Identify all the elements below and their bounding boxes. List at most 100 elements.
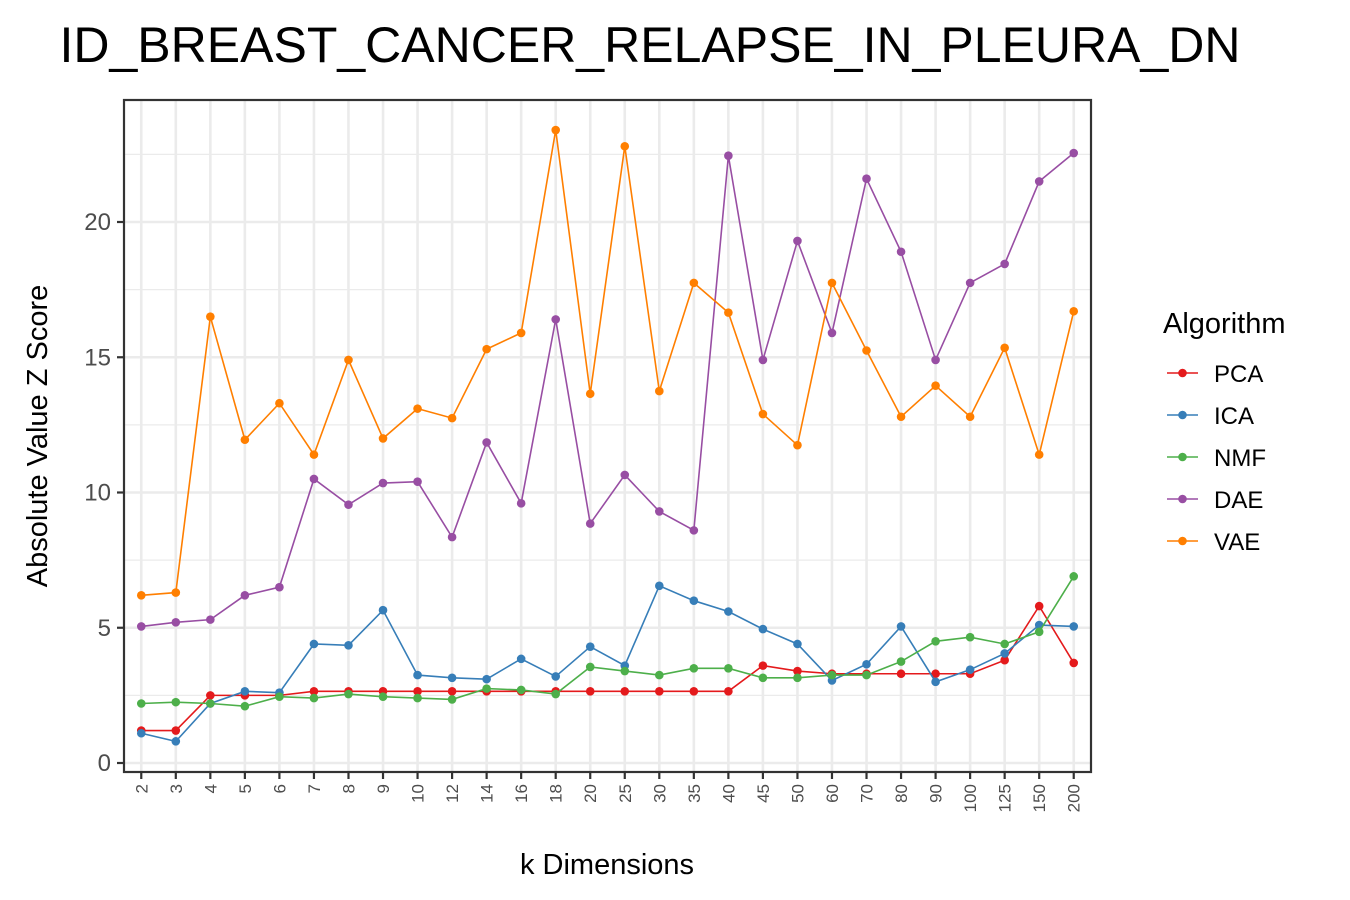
data-point-pca: [931, 669, 940, 679]
data-point-ica: [136, 728, 146, 738]
x-tick-label: 80: [892, 784, 911, 803]
x-tick-label: 16: [512, 784, 531, 803]
data-point-dae: [171, 618, 181, 627]
plot-border: [122, 98, 1093, 774]
x-tick-label: 70: [858, 784, 877, 803]
data-point-vae: [516, 328, 526, 338]
data-point-pca: [758, 661, 768, 670]
x-tick-label: 125: [996, 784, 1015, 812]
legend-label: VAE: [1214, 529, 1260, 556]
x-tick-label: 20: [581, 784, 600, 803]
data-point-vae: [551, 125, 560, 135]
data-point-ica: [551, 672, 560, 681]
data-point-dae: [758, 355, 768, 365]
legend-label: DAE: [1214, 487, 1263, 514]
data-point-ica: [447, 673, 457, 683]
data-point-vae: [275, 398, 284, 408]
data-point-ica: [585, 642, 595, 651]
data-point-nmf: [1069, 572, 1079, 581]
data-point-dae: [585, 519, 595, 528]
data-point-nmf: [758, 673, 768, 683]
data-point-ica: [896, 622, 906, 631]
data-point-pca: [171, 726, 181, 735]
data-point-ica: [344, 641, 353, 650]
data-point-dae: [862, 174, 871, 184]
legend-item-pca: PCA: [1167, 361, 1263, 388]
x-tick-label: 30: [650, 784, 669, 803]
x-tick-label: 6: [270, 784, 289, 793]
data-point-dae: [896, 247, 906, 257]
data-point-vae: [136, 590, 146, 600]
legend-label: PCA: [1214, 361, 1263, 388]
data-point-nmf: [551, 689, 560, 699]
series-vae: [136, 125, 1079, 600]
plot-panel: [124, 100, 1091, 772]
legend-item-dae: DAE: [1167, 487, 1263, 514]
data-point-ica: [1000, 649, 1009, 658]
data-point-vae: [793, 440, 802, 450]
legend-item-nmf: NMF: [1167, 445, 1266, 472]
data-point-ica: [655, 581, 664, 591]
data-point-pca: [447, 687, 457, 696]
data-point-nmf: [240, 701, 250, 711]
plot-background: [124, 100, 1091, 772]
data-point-nmf: [516, 685, 526, 695]
legend-label: ICA: [1214, 403, 1254, 430]
series-line-pca: [141, 604, 1075, 732]
x-tick-label: 8: [339, 784, 358, 793]
data-point-pca: [620, 687, 630, 696]
data-point-ica: [965, 665, 975, 674]
data-point-vae: [413, 404, 422, 413]
data-point-ica: [931, 677, 940, 687]
legend-label: NMF: [1214, 445, 1266, 472]
legend-key-point: [1178, 536, 1187, 546]
data-point-vae: [206, 312, 215, 321]
x-tick-label: 14: [478, 784, 497, 803]
x-tick-label: 90: [927, 784, 946, 803]
data-point-nmf: [931, 636, 940, 646]
data-point-pca: [1000, 655, 1009, 665]
legend-key-point: [1178, 410, 1187, 420]
data-point-dae: [689, 526, 699, 535]
x-tick-label: 3: [167, 784, 186, 793]
data-point-nmf: [413, 693, 422, 703]
data-point-ica: [724, 607, 733, 616]
series-dae: [136, 148, 1079, 631]
data-point-dae: [344, 500, 353, 509]
data-point-nmf: [827, 670, 837, 680]
data-point-ica: [482, 674, 491, 684]
data-point-pca: [793, 666, 802, 676]
data-point-ica: [689, 596, 699, 605]
data-point-vae: [620, 141, 630, 151]
data-point-vae: [931, 381, 940, 390]
data-point-ica: [171, 737, 181, 746]
data-point-vae: [655, 386, 664, 396]
x-tick-label: 60: [823, 784, 842, 803]
x-tick-label: 100: [961, 784, 980, 812]
data-point-pca: [1069, 658, 1079, 668]
x-tick-label: 18: [547, 784, 566, 803]
y-tick-label: 10: [84, 480, 111, 507]
data-point-pca: [413, 687, 422, 696]
legend-key-point: [1178, 452, 1187, 462]
series-line-vae: [141, 129, 1075, 597]
data-point-pca: [655, 687, 664, 696]
data-point-ica: [378, 605, 388, 615]
data-point-vae: [827, 278, 837, 288]
data-point-ica: [309, 639, 319, 649]
data-point-dae: [655, 507, 664, 516]
data-point-nmf: [482, 684, 491, 693]
data-point-nmf: [447, 695, 457, 704]
data-point-nmf: [862, 670, 871, 680]
x-tick-label: 45: [754, 784, 773, 803]
data-point-dae: [1000, 259, 1009, 269]
data-point-vae: [862, 346, 871, 355]
legend-key-point: [1178, 494, 1187, 504]
data-point-ica: [413, 670, 422, 680]
data-point-ica: [793, 639, 802, 649]
data-point-vae: [482, 344, 491, 354]
data-point-vae: [1034, 450, 1044, 459]
data-point-dae: [551, 315, 560, 324]
data-point-vae: [1000, 343, 1009, 353]
